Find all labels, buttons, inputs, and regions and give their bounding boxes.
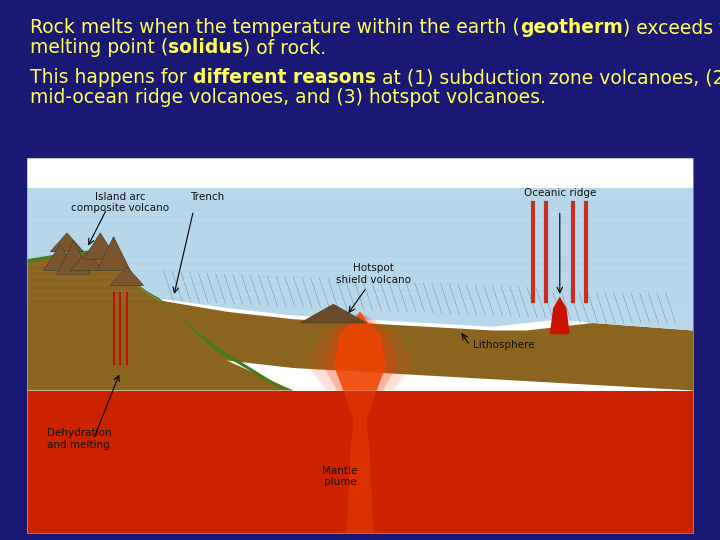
Polygon shape	[550, 297, 570, 334]
Polygon shape	[300, 304, 366, 323]
Text: Island arc
composite volcano: Island arc composite volcano	[71, 192, 169, 213]
Polygon shape	[307, 312, 413, 390]
Text: at (1) subduction zone volcanoes, (2): at (1) subduction zone volcanoes, (2)	[376, 68, 720, 87]
Text: Lithosphere: Lithosphere	[473, 341, 535, 350]
Text: Oceanic ridge: Oceanic ridge	[523, 188, 596, 198]
Polygon shape	[110, 267, 143, 286]
Text: Dehydration
and melting: Dehydration and melting	[47, 428, 112, 450]
Text: This happens for: This happens for	[30, 68, 193, 87]
Polygon shape	[27, 250, 161, 300]
Polygon shape	[27, 252, 294, 390]
Polygon shape	[343, 390, 377, 533]
Polygon shape	[161, 300, 693, 390]
Text: Trench: Trench	[189, 192, 224, 202]
Polygon shape	[333, 312, 387, 390]
Bar	[27, 158, 693, 533]
Bar	[27, 158, 693, 533]
Polygon shape	[44, 244, 77, 271]
Text: ) of rock.: ) of rock.	[243, 38, 326, 57]
Polygon shape	[84, 233, 117, 259]
Text: mid-ocean ridge volcanoes, and (3) hotspot volcanoes.: mid-ocean ridge volcanoes, and (3) hotsp…	[30, 88, 546, 107]
Polygon shape	[323, 312, 397, 390]
Polygon shape	[161, 299, 294, 390]
Polygon shape	[50, 233, 84, 252]
Polygon shape	[71, 252, 104, 271]
Text: different reasons: different reasons	[193, 68, 376, 87]
Text: Mantle
plume: Mantle plume	[323, 465, 358, 487]
Text: ) exceeds the: ) exceeds the	[623, 18, 720, 37]
Text: melting point (: melting point (	[30, 38, 168, 57]
Text: Hotspot
shield volcano: Hotspot shield volcano	[336, 263, 411, 285]
Text: solidus: solidus	[168, 38, 243, 57]
Text: Rock melts when the temperature within the earth (: Rock melts when the temperature within t…	[30, 18, 520, 37]
Text: geotherm: geotherm	[520, 18, 623, 37]
Polygon shape	[57, 240, 90, 274]
Polygon shape	[97, 237, 130, 271]
Polygon shape	[27, 188, 693, 330]
Polygon shape	[27, 390, 693, 533]
